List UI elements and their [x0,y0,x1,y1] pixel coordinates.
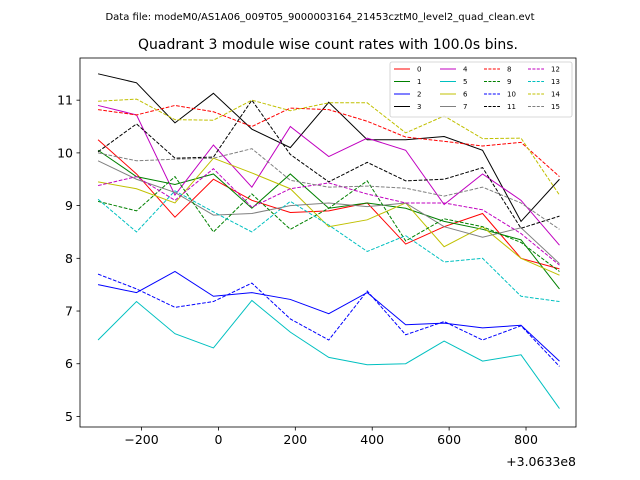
legend-label-14: 14 [551,91,560,99]
suptitle: Data file: modeM0/AS1A06_009T05_90000031… [105,12,534,23]
legend-label-8: 8 [507,66,511,74]
legend-box [389,61,573,118]
x-tick-label: 0 [214,432,222,447]
legend-label-7: 7 [463,103,467,111]
y-tick-label: 6 [65,356,73,371]
x-tick-label: 600 [437,432,461,447]
y-tick-label: 11 [57,93,73,108]
legend-label-1: 1 [417,78,421,86]
plot-lines [97,73,560,409]
chart-title: Quadrant 3 module wise count rates with … [138,37,518,53]
series-line-8 [98,104,560,177]
series-line-6 [97,157,560,276]
legend-label-12: 12 [551,66,560,74]
plot-frame [79,57,577,428]
series-line-11 [97,99,560,229]
y-tick-label: 7 [65,304,73,319]
x-tick-label: 200 [283,432,307,447]
series-line-9 [97,175,560,272]
legend-label-5: 5 [463,78,467,86]
series-line-0 [97,139,560,270]
series-line-1 [97,149,560,290]
legend-label-15: 15 [551,103,560,111]
y-tick-label: 5 [65,409,73,424]
legend-label-4: 4 [463,66,468,74]
y-tick-label: 10 [57,145,73,160]
legend-label-3: 3 [417,103,421,111]
series-line-12 [97,168,560,266]
series-line-2 [97,270,560,362]
series-line-3 [97,73,560,223]
legend-label-9: 9 [507,78,511,86]
legend-label-0: 0 [417,66,421,74]
y-tick-label: 8 [65,251,73,266]
series-line-5 [97,299,560,409]
legend-label-6: 6 [463,91,468,99]
legend-label-10: 10 [507,91,516,99]
y-tick-label: 9 [65,198,73,213]
x-offset-label: +3.0633e8 [506,454,576,469]
series-line-14 [98,98,560,196]
x-tick-label: −200 [124,432,158,447]
series-line-10 [97,273,560,367]
x-tick-label: 800 [514,432,538,447]
legend-label-2: 2 [417,91,421,99]
series-line-4 [97,104,560,246]
legend-label-11: 11 [507,103,516,111]
series-line-13 [97,190,560,303]
series-line-15 [97,148,560,230]
x-tick-label: 400 [360,432,384,447]
legend-label-13: 13 [551,78,560,86]
series-line-7 [97,160,560,264]
